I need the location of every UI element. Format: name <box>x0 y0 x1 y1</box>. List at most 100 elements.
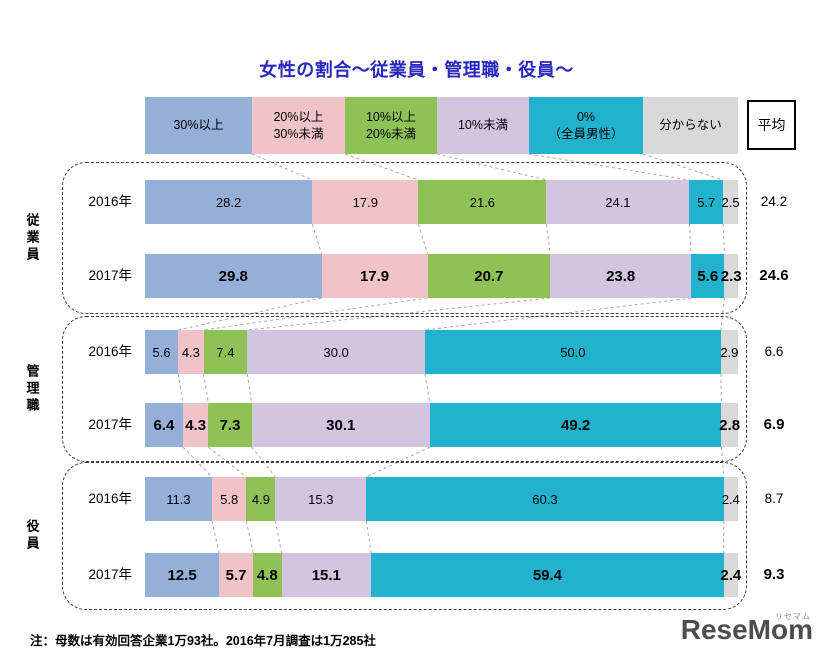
group-label-1: 従業員 <box>24 212 40 264</box>
bar-segment: 2.8 <box>719 403 741 447</box>
bar-value-label: 30.0 <box>323 344 349 360</box>
bar-value-label: 15.3 <box>308 491 334 507</box>
legend-item-1: 30%以上 <box>145 97 252 154</box>
bar-segment: 49.2 <box>429 403 722 447</box>
average-header: 平均 <box>747 100 796 150</box>
bar-segment: 4.8 <box>253 553 282 597</box>
group-box-2 <box>62 316 747 462</box>
bar-value-label: 2.4 <box>721 491 740 507</box>
year-label: 2016年 <box>88 344 132 359</box>
bar-segment: 11.3 <box>145 477 212 521</box>
year-label: 2017年 <box>88 268 132 283</box>
average-value: 8.7 <box>764 491 784 506</box>
bar-value-label: 50.0 <box>560 344 586 360</box>
bar-value-label: 5.6 <box>697 267 719 285</box>
bar-segment: 4.3 <box>178 330 204 374</box>
year-label: 2017年 <box>88 417 132 432</box>
bar-segment: 5.6 <box>145 330 179 374</box>
bar-value-label: 17.9 <box>359 267 390 285</box>
bar-segment: 17.9 <box>321 254 428 298</box>
logo-ruby-text: リセマム <box>775 612 811 621</box>
stacked-bar-g2-r2: 6.4 4.3 7.3 30.1 49.2 2.8 <box>145 403 741 447</box>
bar-value-label: 2.9 <box>720 344 739 360</box>
bar-segment: 29.8 <box>145 254 322 298</box>
stacked-bar-g3-r2: 12.5 5.7 4.8 15.1 59.4 2.4 <box>145 553 741 597</box>
bar-value-label: 17.9 <box>352 194 378 210</box>
year-label: 2017年 <box>88 567 132 582</box>
bar-value-label: 5.7 <box>697 194 716 210</box>
legend: 30%以上 20%以上 30%未満 10%以上 20%未満 10%未満 0% （全員男性… <box>145 97 738 154</box>
bar-value-label: 23.8 <box>606 267 636 285</box>
legend-item-3: 10%以上 20%未満 <box>345 97 437 154</box>
bar-value-label: 7.4 <box>216 344 235 360</box>
bar-value-label: 7.3 <box>219 416 241 434</box>
bar-segment: 20.7 <box>427 254 551 298</box>
year-label: 2016年 <box>88 491 132 506</box>
bar-value-label: 29.8 <box>218 267 248 285</box>
bar-segment: 5.7 <box>689 180 724 224</box>
bar-value-label: 2.3 <box>720 267 742 285</box>
stacked-bar-g2-r1: 5.6 4.3 7.4 30.0 50.0 2.9 <box>145 330 738 374</box>
legend-item-5: 0% （全員男性） <box>529 97 643 154</box>
bar-segment: 21.6 <box>418 180 547 224</box>
group-box-3 <box>62 462 747 610</box>
footnote: 注：母数は有効回答企業1万93社。2016年7月調査は1万285社 <box>30 634 376 648</box>
bar-segment: 30.1 <box>251 403 430 447</box>
average-value: 24.2 <box>760 194 788 209</box>
bar-segment: 60.3 <box>366 477 724 521</box>
bar-segment: 2.9 <box>720 330 739 374</box>
bar-segment: 17.9 <box>312 180 419 224</box>
bar-value-label: 5.6 <box>152 344 171 360</box>
resemom-logo: リセマム ReseMom <box>680 612 813 646</box>
bar-value-label: 4.9 <box>251 491 270 507</box>
bar-segment: 7.3 <box>208 403 252 447</box>
bar-segment: 5.8 <box>212 477 247 521</box>
bar-segment: 7.4 <box>203 330 248 374</box>
bar-segment: 4.9 <box>246 477 276 521</box>
legend-item-4: 10%未満 <box>437 97 529 154</box>
bar-segment: 2.4 <box>721 477 740 521</box>
bar-value-label: 5.7 <box>225 566 247 584</box>
average-value: 6.9 <box>763 416 785 433</box>
stacked-bar-g3-r1: 11.3 5.8 4.9 15.3 60.3 2.4 <box>145 477 740 521</box>
average-value: 24.6 <box>759 267 789 284</box>
year-label: 2016年 <box>88 194 132 209</box>
bar-value-label: 2.5 <box>721 194 740 210</box>
bar-value-label: 2.8 <box>719 416 741 434</box>
bar-segment: 2.4 <box>720 553 741 597</box>
bar-value-label: 11.3 <box>166 491 191 507</box>
bar-value-label: 20.7 <box>474 267 504 285</box>
bar-value-label: 21.6 <box>469 194 496 210</box>
bar-segment: 2.3 <box>721 254 742 298</box>
group-label-3: 役員 <box>24 519 40 553</box>
bar-segment: 5.7 <box>219 553 254 597</box>
bar-value-label: 28.2 <box>215 194 242 210</box>
group-box-1 <box>62 162 747 314</box>
bar-segment: 50.0 <box>424 330 721 374</box>
chart-title: 女性の割合～従業員・管理職・役員～ <box>259 60 574 80</box>
stacked-bar-g1-r1: 28.2 17.9 21.6 24.1 5.7 2.5 <box>145 180 740 224</box>
group-label-2: 管理職 <box>24 363 40 415</box>
bar-value-label: 6.4 <box>153 416 175 434</box>
stacked-bar-g1-r2: 29.8 17.9 20.7 23.8 5.6 2.3 <box>145 254 742 298</box>
logo-wordmark: ReseMom <box>680 614 813 645</box>
average-value: 6.6 <box>764 344 784 359</box>
bar-segment: 15.1 <box>281 553 372 597</box>
bar-segment: 6.4 <box>145 403 183 447</box>
bar-segment: 28.2 <box>145 180 313 224</box>
bar-value-label: 60.3 <box>532 491 558 507</box>
bar-value-label: 4.3 <box>185 416 207 434</box>
bar-segment: 59.4 <box>371 553 724 597</box>
bar-value-label: 49.2 <box>561 416 591 434</box>
bar-value-label: 30.1 <box>326 416 356 434</box>
bar-value-label: 24.1 <box>605 194 631 210</box>
bar-value-label: 59.4 <box>532 566 563 584</box>
bar-value-label: 4.3 <box>181 344 200 360</box>
bar-value-label: 15.1 <box>311 566 341 584</box>
legend-item-2: 20%以上 30%未満 <box>252 97 345 154</box>
legend-item-6: 分からない <box>643 97 738 154</box>
average-value: 9.3 <box>763 566 785 583</box>
